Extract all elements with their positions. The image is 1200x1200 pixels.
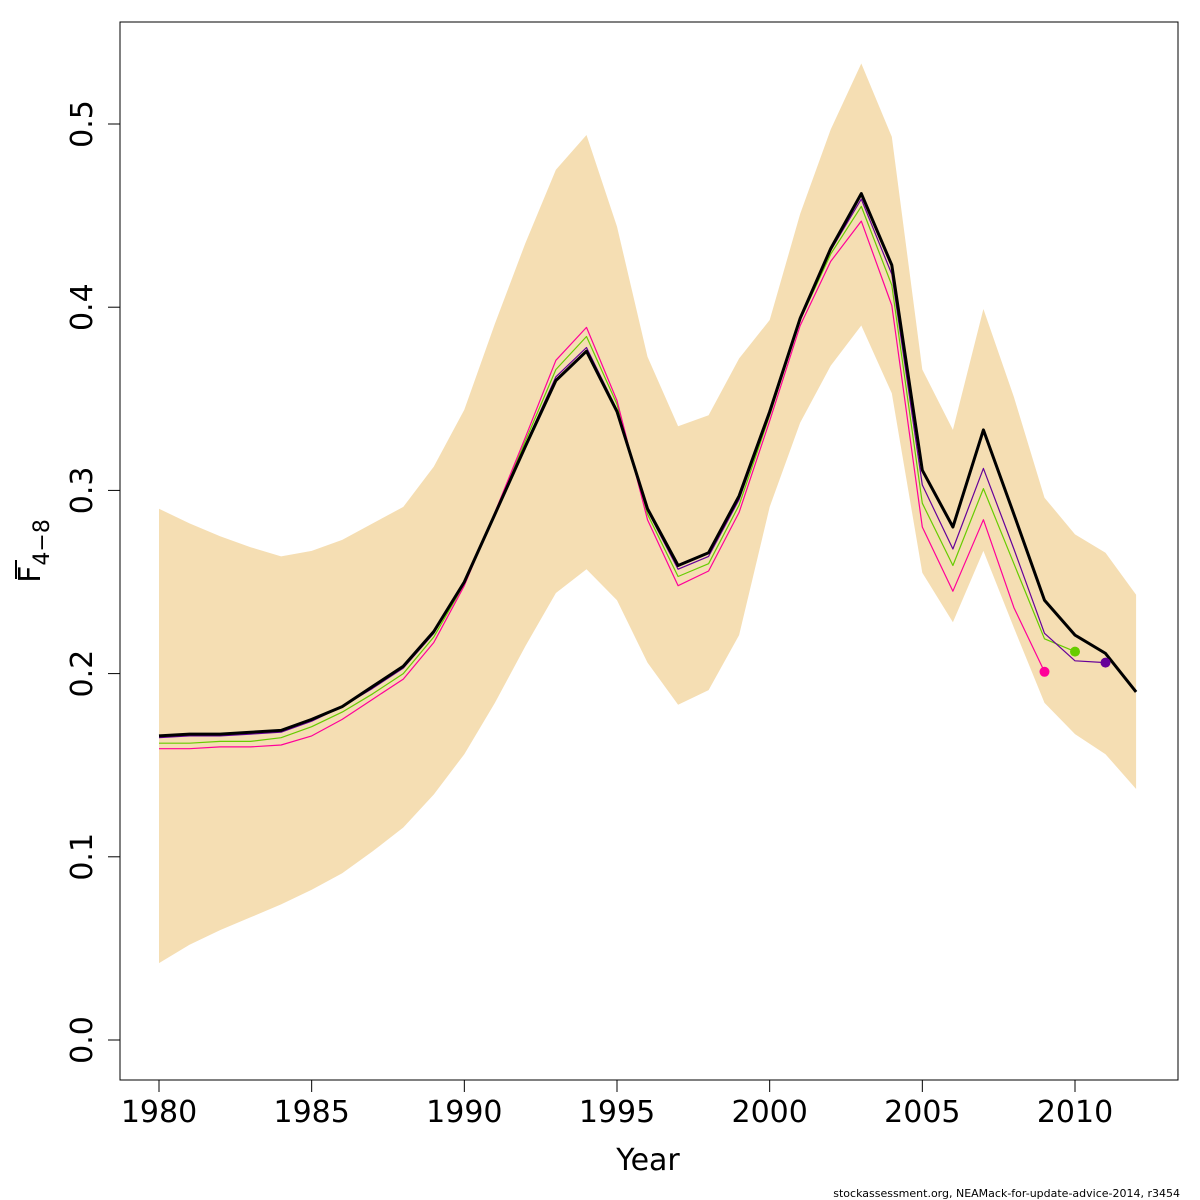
series-line-2 — [159, 220, 1046, 750]
x-tick-label-1980: 1980 — [121, 1095, 197, 1130]
y-tick-label-2: 0.2 — [65, 650, 100, 698]
endpoint-marker-2010 — [1070, 646, 1080, 657]
x-tick-label-1995: 1995 — [579, 1095, 655, 1130]
y-tick-label-4: 0.4 — [65, 283, 100, 331]
x-tick-label-1985: 1985 — [273, 1095, 349, 1130]
endpoint-marker-2011 — [1100, 657, 1111, 668]
y-tick-label-3: 0.3 — [65, 467, 100, 515]
footer-credit: stockassessment.org, NEAMack-for-update-… — [833, 1187, 1180, 1200]
y-tick-label-0: 0.0 — [65, 1016, 100, 1064]
series-line-1 — [159, 205, 1076, 744]
series-lines-layer — [158, 192, 1138, 750]
y-axis-title-main: F — [13, 566, 48, 583]
endpoint-marker-2009 — [1039, 666, 1050, 677]
x-tick-label-2010: 2010 — [1037, 1095, 1113, 1130]
x-tick-label-2005: 2005 — [884, 1095, 960, 1130]
x-tick-label-2000: 2000 — [731, 1095, 807, 1130]
y-tick-label-1: 0.1 — [65, 833, 100, 881]
series-line-0 — [158, 192, 1138, 738]
y-axis: 0.0 0.1 0.2 0.3 0.4 0.5 — [65, 100, 121, 1064]
endpoint-markers-layer — [1039, 646, 1111, 677]
x-tick-label-1990: 1990 — [426, 1095, 502, 1130]
y-axis-title-subscript: 4−8 — [30, 519, 55, 565]
x-axis-title: Year — [615, 1143, 680, 1178]
y-axis-title-group: F4−8 — [13, 519, 55, 583]
x-axis: 1980 1985 1990 1995 2000 2005 2010 — [121, 1079, 1113, 1130]
y-axis-title: F4−8 — [13, 519, 55, 583]
y-tick-label-5: 0.5 — [65, 100, 100, 148]
